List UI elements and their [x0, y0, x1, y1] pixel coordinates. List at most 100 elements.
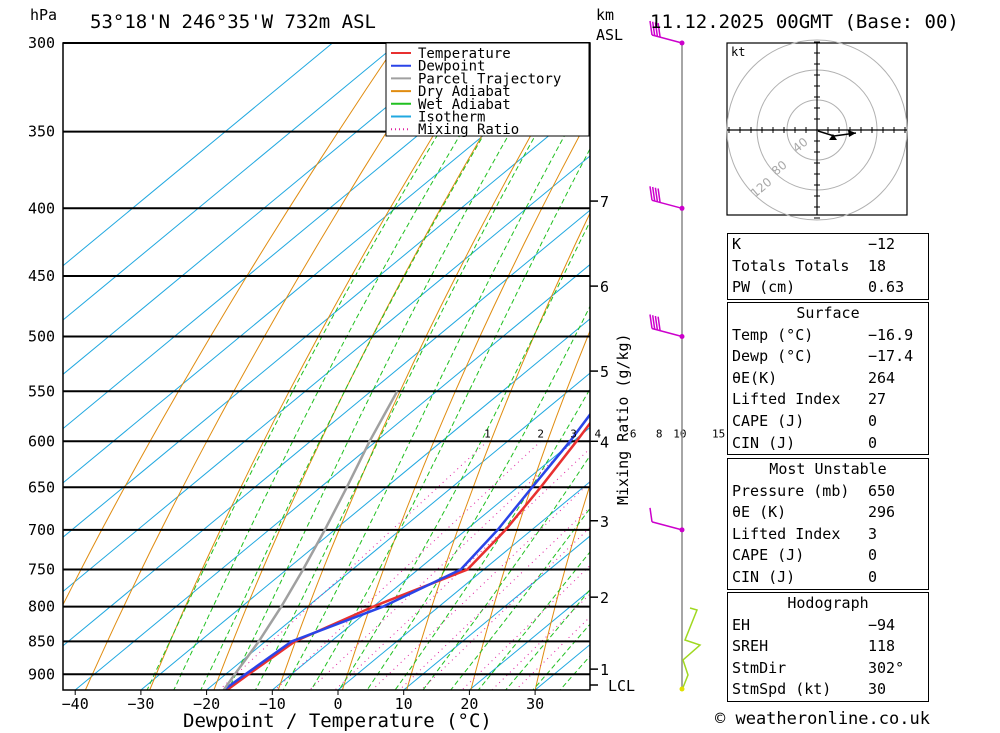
- index-label: CIN (J): [732, 567, 796, 586]
- wet-adiabat-line: [146, 43, 495, 690]
- index-row: CIN (J) 0: [728, 567, 928, 589]
- index-value: 0: [868, 433, 878, 452]
- index-label: Totals Totals: [732, 256, 850, 275]
- wind-barb-feather: [649, 314, 653, 329]
- wind-barb-column: [649, 20, 702, 692]
- index-label: K: [732, 235, 742, 253]
- x-tick-label: 30: [526, 695, 544, 713]
- legend-box: [385, 42, 590, 137]
- isotherm-line: [337, 481, 590, 690]
- x-tick-label: −30: [127, 695, 154, 713]
- wind-barb-feather: [651, 21, 656, 36]
- legend-label: Isotherm: [418, 110, 485, 126]
- height-tick-label: 2: [600, 589, 609, 607]
- legend-label: Wet Adiabat: [418, 97, 511, 113]
- isotherm-line: [63, 43, 333, 267]
- x-tick-label: −20: [193, 695, 220, 713]
- wind-barb-feather: [654, 22, 659, 37]
- wet-adiabat-line: [227, 43, 563, 690]
- wet-adiabat-line: [477, 551, 590, 690]
- index-row: PW (cm) 0.63: [728, 277, 928, 299]
- hodograph-arrowhead: [848, 130, 856, 137]
- credit-text: © weatheronline.co.uk: [715, 709, 930, 729]
- index-label: CAPE (J): [732, 411, 805, 430]
- legend-label: Dewpoint: [418, 59, 485, 75]
- index-value: −16.9: [868, 325, 914, 344]
- isobar-lines: 300 350 400 450 500 550 600 650 700 750 800 850 900: [28, 34, 590, 683]
- isotherm-line: [206, 372, 590, 690]
- index-value: 302°: [868, 658, 905, 677]
- wind-barb-feather: [657, 188, 661, 203]
- height-tick-label: 7: [600, 193, 609, 211]
- panel-section-title: Most Unstable: [769, 460, 887, 478]
- wind-barb-feather: [654, 315, 659, 331]
- index-value: 27: [868, 390, 887, 409]
- index-label: Lifted Index: [732, 390, 841, 409]
- mixing-ratio-line: [309, 440, 574, 690]
- index-row: θE(K) 264: [728, 368, 928, 390]
- index-row: SREH 118: [728, 636, 928, 658]
- legend-label: Dry Adiabat: [418, 84, 511, 100]
- pressure-tick-label: 600: [28, 432, 55, 450]
- dry-adiabat-line: [406, 211, 590, 690]
- mixing-ratio-label: 6: [630, 427, 637, 440]
- dry-adiabat-line: [470, 329, 590, 690]
- mixing-ratio-line: [371, 481, 590, 690]
- pressure-tick-label: 900: [28, 665, 55, 683]
- index-row: K −12: [728, 234, 928, 256]
- index-row: Totals Totals 18: [728, 256, 928, 278]
- index-row: Temp (°C) −16.9: [728, 325, 928, 347]
- index-value: 18: [868, 256, 887, 275]
- indices-panel-hodograph: Hodograph EH −94 SREH 118 StmDir 302° StmSpd (k…: [727, 592, 929, 702]
- mixing-ratio-label: 1: [484, 427, 491, 440]
- index-value: 3: [868, 524, 878, 543]
- x-tick-label: 20: [460, 695, 478, 713]
- legend-label: Parcel Trajectory: [418, 71, 561, 87]
- wind-barb-feather: [649, 20, 653, 36]
- pressure-tick-label: 550: [28, 382, 55, 400]
- pressure-unit-label: hPa: [30, 6, 57, 24]
- hodograph-unit: kt: [731, 45, 745, 59]
- index-label: CAPE (J): [732, 546, 805, 565]
- pressure-tick-label: 450: [28, 267, 55, 285]
- index-value: 0.63: [868, 278, 905, 297]
- isotherm-line: [63, 43, 399, 321]
- index-row: StmSpd (kt) 30: [728, 679, 928, 701]
- index-row: Pressure (mb) 650: [728, 481, 928, 503]
- wind-barb-dot: [679, 334, 685, 340]
- pressure-tick-label: 500: [28, 328, 55, 346]
- wind-barb: [651, 521, 683, 531]
- storm-motion-marker: [829, 134, 837, 140]
- index-row: EH −94: [728, 615, 928, 637]
- height-unit-asl: ASL: [596, 26, 623, 44]
- mixing-ratio-label: 8: [656, 427, 663, 440]
- wet-adiabat-line: [338, 220, 590, 690]
- index-label: Pressure (mb): [732, 481, 850, 500]
- pressure-tick-label: 750: [28, 560, 55, 578]
- isotherm-line: [63, 46, 590, 484]
- index-value: 296: [868, 503, 896, 522]
- height-tick-label: 6: [600, 278, 609, 296]
- isotherm-line: [63, 209, 590, 647]
- height-tick-label: LCL: [608, 677, 635, 695]
- mixing-ratio-label: 4: [595, 427, 602, 440]
- wind-barb: [651, 34, 683, 44]
- chart-grid: [63, 43, 590, 690]
- x-tick-label: −40: [62, 695, 89, 713]
- index-label: PW (cm): [732, 278, 796, 297]
- index-label: θE (K): [732, 503, 787, 522]
- height-tick-label: 4: [600, 433, 609, 451]
- wind-barb-dot: [679, 527, 685, 533]
- wet-adiabat-line: [450, 507, 590, 690]
- dry-adiabat-line: [341, 114, 590, 690]
- index-label: Dewp (°C): [732, 347, 814, 366]
- mixing-ratio-line: [274, 440, 542, 690]
- height-tick-label: 3: [600, 513, 609, 531]
- mixing-ratio-label: 10: [673, 427, 686, 440]
- x-tick-label: 10: [395, 695, 413, 713]
- pressure-tick-label: 400: [28, 199, 55, 217]
- index-value: 30: [868, 680, 887, 699]
- index-value: 118: [868, 637, 896, 656]
- index-label: StmDir: [732, 658, 787, 677]
